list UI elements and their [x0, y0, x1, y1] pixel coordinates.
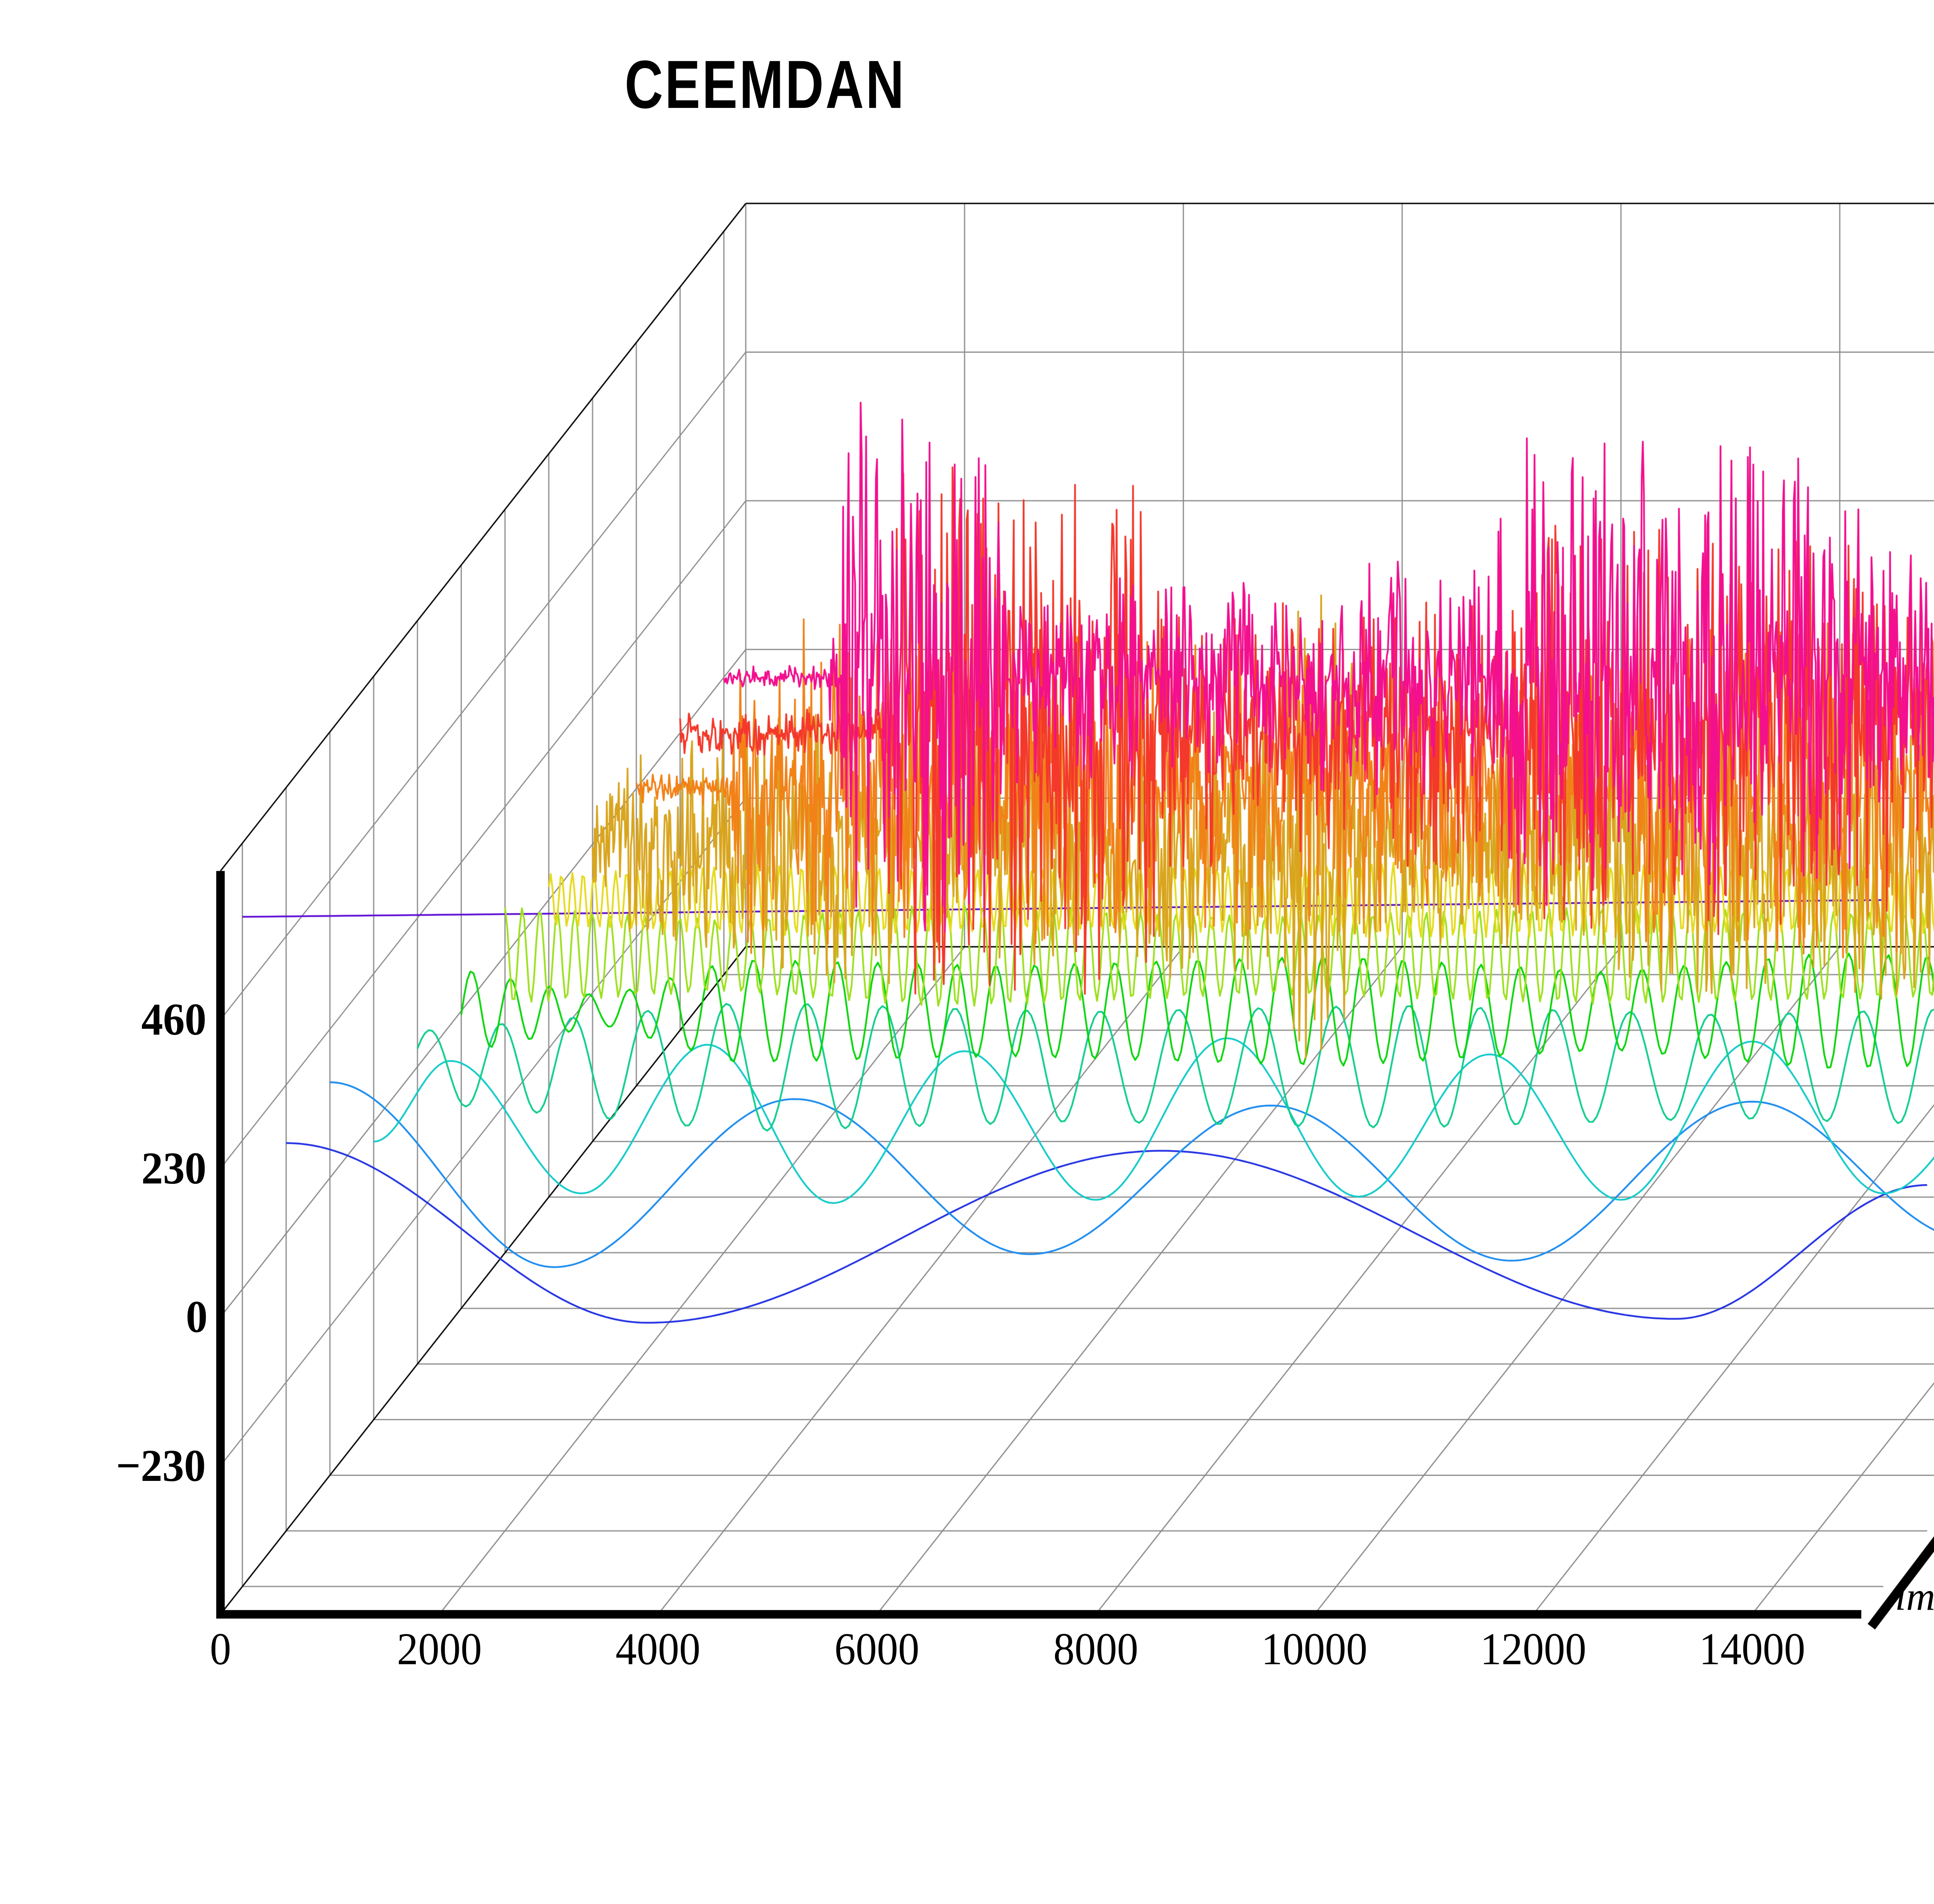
x-tick-label-10000: 10000 [1261, 1624, 1368, 1674]
y-tick-label-imf12: imf12 [1895, 1574, 1934, 1619]
x-tick-label-8000: 8000 [1053, 1624, 1138, 1674]
z-tick-label-0: 0 [186, 1291, 208, 1342]
chart-title: CEEMDAN [625, 47, 906, 123]
x-tick-label-4000: 4000 [615, 1624, 701, 1674]
x-tick-label-12000: 12000 [1480, 1624, 1587, 1674]
x-tick-label-14000: 14000 [1699, 1624, 1805, 1674]
x-tick-label-0: 0 [210, 1624, 231, 1674]
x-tick-label-2000: 2000 [396, 1624, 482, 1674]
z-tick-label-230: 230 [141, 1142, 207, 1194]
z-tick-label--230: −230 [116, 1440, 206, 1491]
x-tick-label-6000: 6000 [834, 1624, 919, 1674]
z-tick-label-460: 460 [141, 994, 207, 1045]
